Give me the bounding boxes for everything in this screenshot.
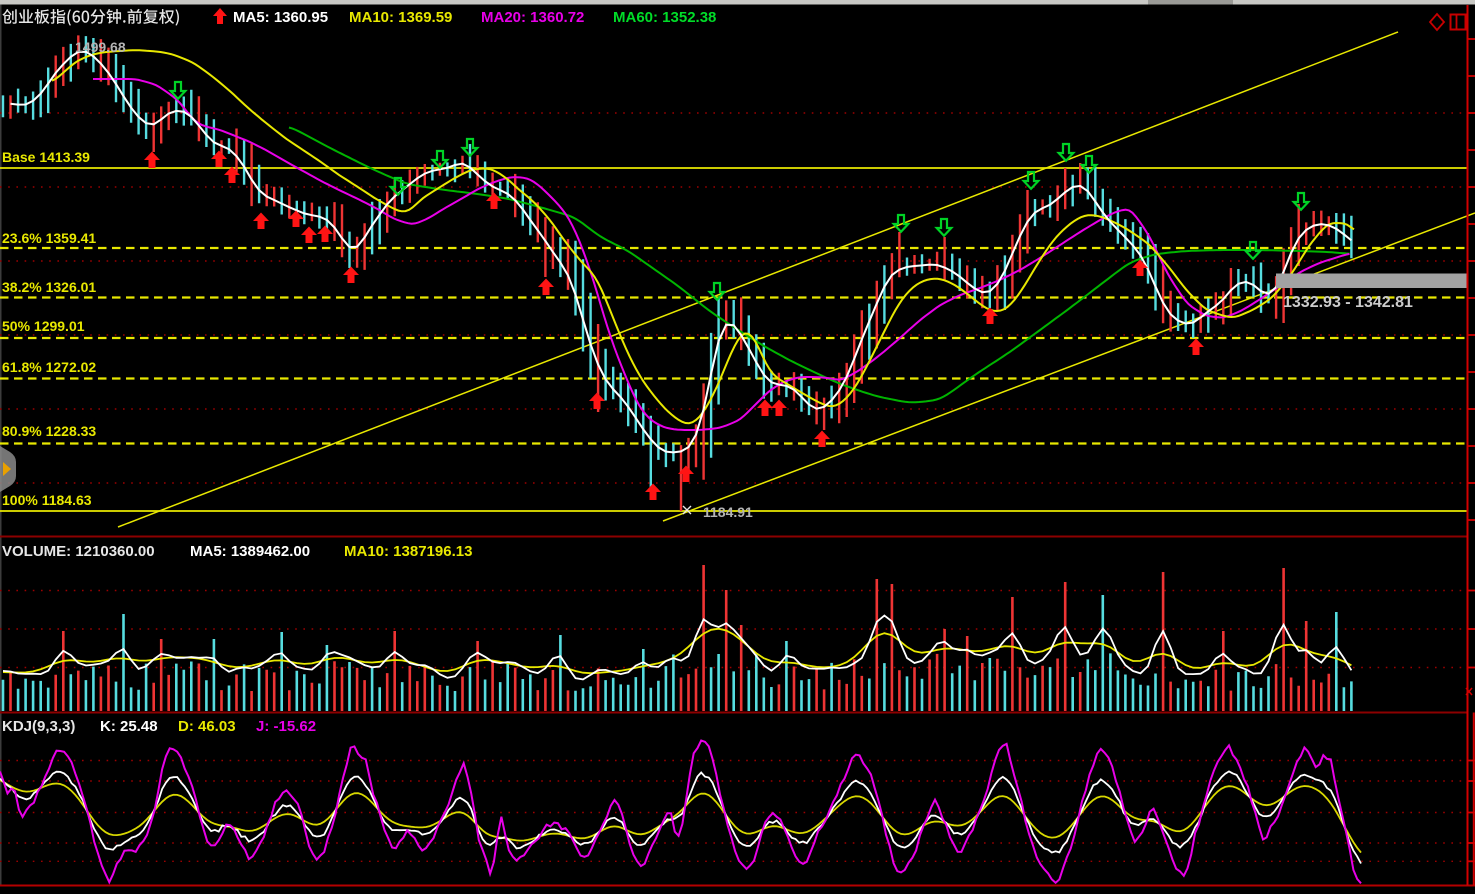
svg-text:K: 25.48: K: 25.48 xyxy=(100,718,158,735)
svg-text:50% 1299.01: 50% 1299.01 xyxy=(2,318,85,334)
svg-text:MA5: 1389462.00: MA5: 1389462.00 xyxy=(190,543,310,560)
svg-text:1184.91: 1184.91 xyxy=(703,504,753,520)
svg-text:D: 46.03: D: 46.03 xyxy=(178,718,236,735)
svg-text:MA10: 1387196.13: MA10: 1387196.13 xyxy=(344,543,472,560)
svg-text:61.8% 1272.02: 61.8% 1272.02 xyxy=(2,359,96,375)
svg-text:38.2% 1326.01: 38.2% 1326.01 xyxy=(2,279,96,295)
svg-text:VOLUME: 1210360.00: VOLUME: 1210360.00 xyxy=(2,543,155,560)
svg-text:MA5: 1360.95: MA5: 1360.95 xyxy=(233,9,328,26)
svg-text:23.6% 1359.41: 23.6% 1359.41 xyxy=(2,230,96,246)
svg-text:Base 1413.39: Base 1413.39 xyxy=(2,149,90,165)
svg-text:MA60: 1352.38: MA60: 1352.38 xyxy=(613,9,716,26)
svg-text:80.9% 1228.33: 80.9% 1228.33 xyxy=(2,423,96,439)
svg-text:1499.68: 1499.68 xyxy=(75,39,126,55)
svg-text:KDJ(9,3,3): KDJ(9,3,3) xyxy=(2,718,75,735)
svg-text:MA10: 1369.59: MA10: 1369.59 xyxy=(349,9,452,26)
svg-text:100% 1184.63: 100% 1184.63 xyxy=(2,492,92,508)
svg-text:J: -15.62: J: -15.62 xyxy=(256,718,316,735)
svg-text:1332.93 - 1342.81: 1332.93 - 1342.81 xyxy=(1283,294,1413,311)
svg-text:MA20: 1360.72: MA20: 1360.72 xyxy=(481,9,584,26)
